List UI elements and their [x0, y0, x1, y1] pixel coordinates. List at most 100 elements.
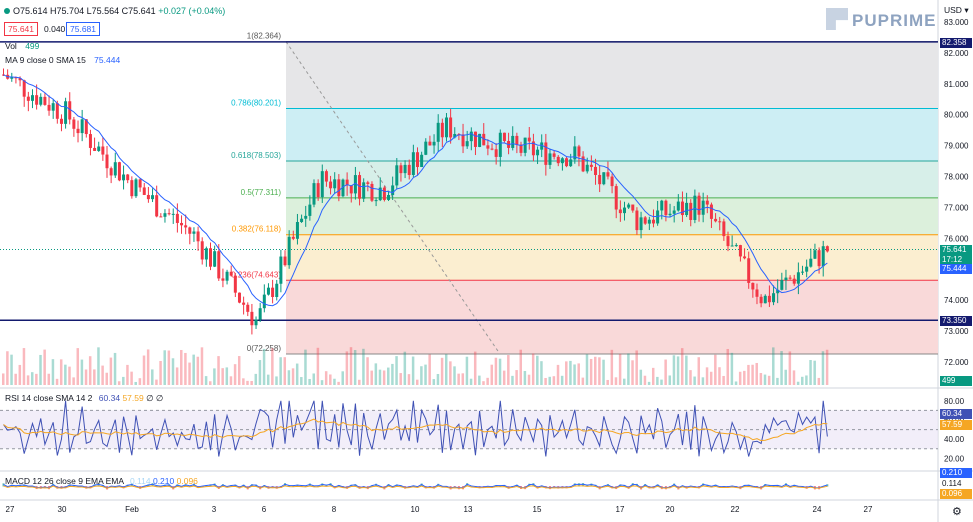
- fib-level-label: 0.236(74.643): [231, 270, 281, 279]
- candle-body: [651, 219, 655, 224]
- time-axis-label: 27: [864, 505, 873, 514]
- volume-bar: [130, 371, 133, 385]
- price-axis-label: 81.000: [944, 80, 969, 89]
- volume-bar: [598, 357, 601, 385]
- candle-body: [237, 292, 241, 303]
- candle-body: [155, 195, 159, 217]
- candle-body: [647, 219, 651, 224]
- volume-bar: [88, 356, 92, 385]
- volume-bar: [486, 377, 489, 385]
- volume-bar: [93, 369, 96, 385]
- volume-bar: [159, 360, 162, 385]
- time-axis-label: 27: [6, 505, 15, 514]
- candle-body: [105, 154, 109, 169]
- volume-bar: [651, 367, 655, 385]
- candle-body: [341, 179, 345, 197]
- volume-bar: [109, 357, 113, 385]
- candle-body: [614, 186, 618, 210]
- volume-bar: [217, 356, 220, 385]
- volume-bar: [229, 376, 233, 385]
- fib-band: [286, 108, 938, 161]
- candle-body: [84, 119, 88, 135]
- volume-bar: [581, 377, 585, 385]
- volume-bar: [26, 375, 30, 385]
- volume-bar: [254, 373, 258, 385]
- volume-bar: [271, 348, 274, 385]
- time-axis-label: 17: [616, 505, 625, 514]
- change-value: +0.027 (+0.04%): [158, 6, 226, 16]
- candle-body: [635, 210, 639, 231]
- volume-bar: [755, 362, 758, 385]
- bid-price-box[interactable]: 75.641: [4, 22, 38, 36]
- candle-body: [697, 195, 701, 215]
- volume-bar: [39, 354, 42, 385]
- candle-body: [718, 221, 722, 223]
- volume-bar: [734, 381, 738, 385]
- volume-bar: [647, 381, 651, 385]
- candle-body: [411, 152, 415, 175]
- volume-bar: [656, 376, 659, 385]
- candle-body: [329, 181, 333, 189]
- candle-body: [113, 162, 117, 176]
- candle-body: [449, 117, 453, 138]
- volume-bar: [155, 379, 158, 385]
- candle-body: [192, 231, 196, 234]
- volume-bar: [544, 377, 547, 385]
- volume-bar: [428, 354, 431, 385]
- volume-bar: [602, 359, 605, 385]
- ask-price-box[interactable]: 75.681: [66, 22, 100, 36]
- volume-bar: [105, 372, 108, 385]
- volume-bar: [316, 347, 320, 385]
- fib-level-label: 0(72.258): [247, 344, 282, 353]
- candle-body: [482, 133, 486, 146]
- candle-body: [680, 201, 684, 216]
- rsi-legend[interactable]: RSI 14 close SMA 14 2 60.34 57.59 ∅ ∅: [5, 393, 164, 403]
- time-axis-label: 8: [332, 505, 337, 514]
- candle-body: [304, 215, 308, 219]
- volume-bar: [759, 373, 763, 385]
- candle-body: [825, 246, 829, 252]
- macd-histogram-bar: [577, 483, 580, 487]
- macd-tag-3: 0.096: [940, 489, 972, 499]
- candle-body: [817, 250, 821, 267]
- volume-bar: [192, 354, 195, 385]
- volume-bar: [237, 356, 241, 385]
- candle-body: [548, 153, 552, 165]
- candle-body: [763, 295, 767, 304]
- vol-legend[interactable]: Vol 499: [5, 41, 40, 51]
- candle-body: [18, 78, 22, 81]
- volume-bar: [163, 350, 166, 385]
- volume-bar: [151, 369, 154, 385]
- candle-body: [324, 171, 328, 182]
- ma-legend[interactable]: MA 9 close 0 SMA 15 75.444: [5, 55, 121, 65]
- volume-bar: [821, 351, 825, 385]
- candle-body: [353, 175, 357, 194]
- volume-bar: [767, 375, 771, 385]
- macd-legend[interactable]: MACD 12 26 close 9 EMA EMA 0.114 0.210 0…: [5, 476, 198, 486]
- candle-body: [705, 200, 709, 205]
- candle-body: [55, 103, 59, 119]
- volume-bar: [35, 373, 38, 385]
- candle-body: [722, 221, 726, 237]
- candle-body: [146, 194, 150, 200]
- candle-body: [345, 179, 349, 186]
- volume-bar: [618, 353, 622, 385]
- volume-bar: [817, 377, 821, 385]
- time-axis-label: 13: [464, 505, 473, 514]
- volume-bar: [577, 363, 580, 385]
- candle-body: [469, 131, 473, 142]
- candle-body: [478, 133, 482, 147]
- volume-bar: [523, 370, 527, 385]
- currency-selector[interactable]: USD ▾: [944, 5, 969, 15]
- candle-body: [444, 117, 448, 138]
- volume-bar: [784, 369, 787, 385]
- candle-body: [486, 145, 490, 149]
- fib-level-label: 1(82.364): [247, 32, 282, 41]
- settings-gear-icon[interactable]: ⚙: [952, 506, 962, 518]
- volume-bar: [333, 378, 336, 385]
- candle-body: [39, 96, 43, 105]
- candle-body: [709, 204, 713, 219]
- volume-bar: [432, 379, 436, 385]
- volume-bar: [171, 358, 175, 385]
